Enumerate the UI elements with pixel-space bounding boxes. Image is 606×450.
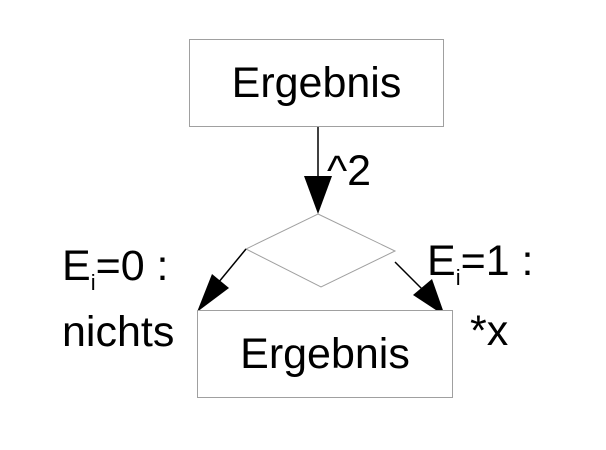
left-branch-arrowhead (197, 274, 229, 312)
right-branch-line (394, 261, 423, 290)
left-condition-label: Ei=0 : (62, 245, 169, 294)
square-operation-label: ^2 (327, 147, 372, 195)
right-branch-arrowhead (413, 279, 445, 316)
left-condition-sub: i (90, 270, 96, 295)
right-action-label: *x (470, 307, 509, 355)
result-box-bottom-label: Ergebnis (240, 329, 410, 378)
left-action-label: nichts (62, 308, 175, 356)
left-condition-var: E (62, 242, 91, 290)
right-condition-var: E (427, 237, 456, 285)
right-condition-sub: i (455, 265, 461, 290)
left-condition-rest: =0 : (95, 242, 169, 290)
square-edge-arrowhead (304, 176, 332, 214)
decision-diamond (244, 213, 397, 288)
result-box-top: Ergebnis (189, 39, 444, 127)
result-box-top-label: Ergebnis (231, 58, 402, 107)
right-condition-rest: =1 : (460, 237, 534, 285)
right-condition-label: Ei=1 : (427, 240, 534, 289)
left-branch-line (217, 248, 247, 284)
result-box-bottom: Ergebnis (197, 310, 453, 398)
